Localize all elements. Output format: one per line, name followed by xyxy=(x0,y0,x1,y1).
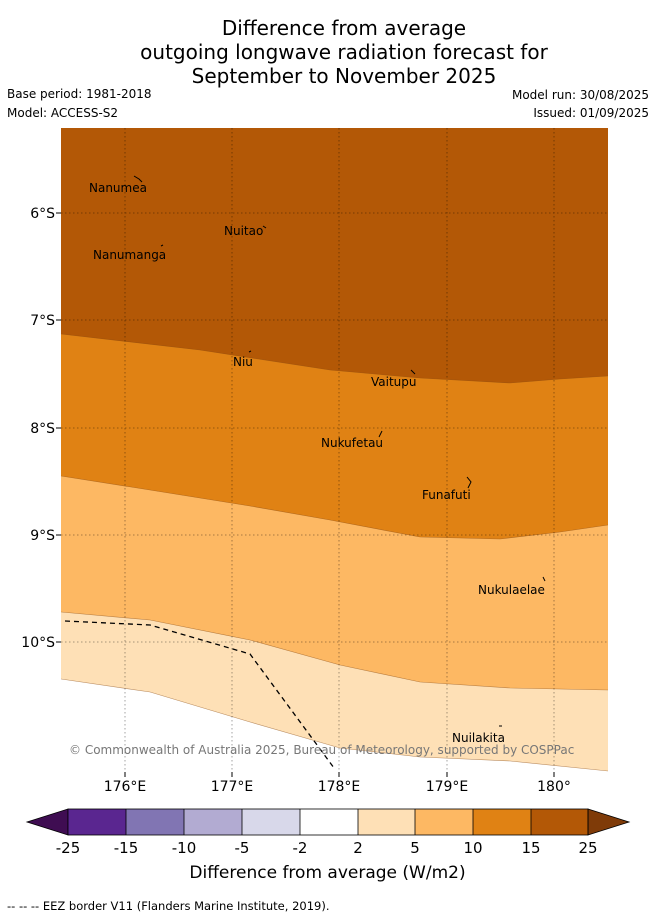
colorbar-tick-label: -25 xyxy=(56,839,81,857)
place-label: Nukufetau xyxy=(321,436,383,450)
colorbar-tick-label: 15 xyxy=(521,839,540,857)
issued-date: Issued: 01/09/2025 xyxy=(533,106,649,120)
place-label: Nuilakita xyxy=(452,731,505,745)
island-funafuti xyxy=(466,476,472,489)
title-line-3: September to November 2025 xyxy=(191,64,497,88)
island-nuitao xyxy=(262,225,267,229)
colorbar-segment xyxy=(531,809,588,835)
graticule xyxy=(61,128,608,772)
lon-tick-label: 180° xyxy=(537,779,571,795)
colorbar-title: Difference from average (W/m2) xyxy=(189,863,466,883)
island-vaitupu xyxy=(410,369,416,375)
colorbar-extend-high xyxy=(587,808,631,836)
place-label: Nanumea xyxy=(89,181,147,195)
axis-ticks xyxy=(56,212,555,777)
model-run: Model run: 30/08/2025 xyxy=(511,88,649,102)
colorbar-segment xyxy=(184,809,242,835)
eez-border xyxy=(64,620,335,769)
lat-tick-label: 10°S xyxy=(21,635,55,651)
colorbar-tick-label: -5 xyxy=(235,839,250,857)
colorbar: -25 -15 -10 -5 -2 2 5 10 15 25 xyxy=(25,808,631,857)
island-nanumea xyxy=(133,175,143,183)
contour-lines xyxy=(60,333,609,772)
colorbar-extend-low xyxy=(25,808,69,836)
model-name: Model: ACCESS-S2 xyxy=(7,106,119,120)
contour-bands xyxy=(60,128,609,772)
colorbar-tick-label: -10 xyxy=(172,839,197,857)
colorbar-segment xyxy=(300,809,358,835)
island-nanumanga xyxy=(160,244,164,247)
colorbar-tick-label: -15 xyxy=(114,839,139,857)
colorbar-tick-label: -2 xyxy=(293,839,308,857)
map-title: Difference from average outgoing longwav… xyxy=(0,16,655,88)
colorbar-segment xyxy=(358,809,415,835)
eez-footnote: -- -- -- EEZ border V11 (Flanders Marine… xyxy=(7,899,330,913)
island-nukufetau xyxy=(378,430,383,438)
colorbar-segment xyxy=(68,809,126,835)
colorbar-segment xyxy=(242,809,300,835)
lat-tick-label: 7°S xyxy=(30,313,55,329)
colorbar-tick-label: 10 xyxy=(463,839,482,857)
lat-tick-label: 8°S xyxy=(30,421,55,437)
band-below-2 xyxy=(61,679,608,772)
colorbar-segment xyxy=(473,809,531,835)
colorbar-tick-label: 2 xyxy=(353,839,363,857)
place-label: Nuitao xyxy=(224,224,263,238)
latitude-labels: 6°S 7°S 8°S 9°S 10°S xyxy=(21,206,55,651)
islands xyxy=(133,175,546,727)
place-label: Nukulaelae xyxy=(478,583,545,597)
longitude-labels: 176°E 177°E 178°E 179°E 180° xyxy=(104,779,571,795)
colorbar-segment xyxy=(126,809,184,835)
place-label: Funafuti xyxy=(422,488,471,502)
colorbar-tick-label: 5 xyxy=(410,839,420,857)
island-nukulaelae xyxy=(542,576,546,582)
lat-tick-label: 6°S xyxy=(30,206,55,222)
place-label: Vaitupu xyxy=(371,375,417,389)
colorbar-tick-label: 25 xyxy=(578,839,597,857)
copyright-text: © Commonwealth of Australia 2025, Bureau… xyxy=(69,743,574,757)
title-line-1: Difference from average xyxy=(221,16,467,40)
colorbar-segment xyxy=(415,809,473,835)
title-line-2: outgoing longwave radiation forecast for xyxy=(140,40,548,64)
lon-tick-label: 179°E xyxy=(426,779,469,795)
lon-tick-label: 176°E xyxy=(104,779,147,795)
base-period: Base period: 1981-2018 xyxy=(7,87,152,101)
place-labels: Nanumea Nuitao Nanumanga Niu Vaitupu Nuk… xyxy=(89,181,545,745)
lat-tick-label: 9°S xyxy=(30,528,55,544)
place-label: Niu xyxy=(233,355,253,369)
island-niu xyxy=(248,350,252,353)
place-label: Nanumanga xyxy=(93,248,166,262)
lon-tick-label: 178°E xyxy=(318,779,361,795)
lon-tick-label: 177°E xyxy=(211,779,254,795)
